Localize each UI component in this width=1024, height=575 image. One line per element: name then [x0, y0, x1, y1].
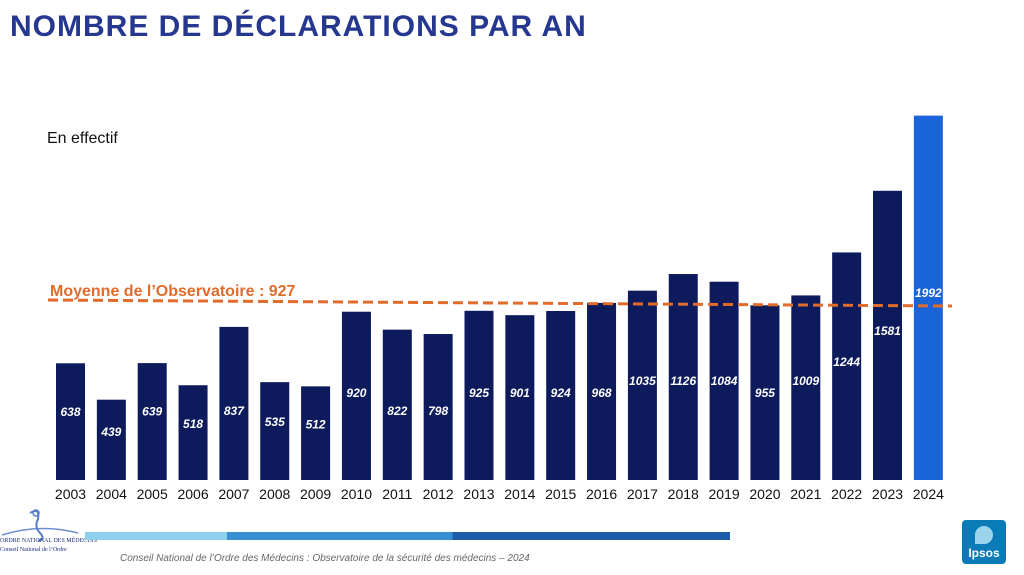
- bar-2012: [423, 334, 453, 480]
- bar-2014: [505, 315, 535, 480]
- bar-value-label: 920: [346, 386, 366, 400]
- bar-2004: [96, 399, 126, 480]
- bar-2021: [791, 295, 821, 480]
- bar-2005: [137, 363, 167, 480]
- bar-2024: [913, 115, 943, 481]
- bar-value-label: 638: [60, 405, 80, 419]
- footer-source: Conseil National de l’Ordre des Médecins…: [120, 553, 530, 564]
- x-tick-label: 2016: [586, 486, 617, 502]
- bars-group: [56, 115, 943, 481]
- x-tick-label: 2007: [218, 486, 249, 502]
- logo-line-2: Conseil National de l’Ordre: [0, 547, 67, 553]
- bar-2009: [301, 386, 331, 480]
- x-tick-label: 2012: [423, 486, 454, 502]
- x-tick-label: 2019: [709, 486, 740, 502]
- bar-value-label: 968: [592, 386, 612, 400]
- x-tick-label: 2015: [545, 486, 576, 502]
- x-tick-label: 2018: [668, 486, 699, 502]
- x-tick-label: 2004: [96, 486, 127, 502]
- bar-chart: 638 439 639 518 837 535 512 920 822 798 925 901 924 9…: [47, 115, 953, 502]
- x-tick-label: 2022: [831, 486, 862, 502]
- ipsos-logo: Ipsos: [962, 520, 1006, 564]
- average-label: Moyenne de l’Observatoire : 927: [50, 283, 296, 300]
- x-tick-label: 2003: [55, 486, 86, 502]
- bar-value-label: 837: [224, 404, 245, 418]
- footer-color-bar: [85, 532, 730, 540]
- x-tick-label: 2011: [382, 486, 412, 502]
- x-tick-label: 2021: [790, 486, 821, 502]
- bar-value-label: 1035: [629, 374, 656, 388]
- bar-2015: [546, 310, 576, 480]
- bar-2018: [668, 274, 698, 480]
- bar-value-label: 518: [183, 417, 203, 431]
- x-tick-label: 2024: [913, 486, 944, 502]
- bar-2023: [873, 190, 902, 481]
- ipsos-brand: Ipsos: [968, 546, 1000, 560]
- ordre-medecins-logo: [1, 509, 79, 542]
- x-tick-label: 2020: [749, 486, 780, 502]
- bar-value-label: 924: [551, 386, 571, 400]
- ipsos-bubble-icon: [975, 526, 993, 544]
- bar-2007: [219, 326, 249, 480]
- bar-value-label: 822: [387, 404, 407, 418]
- bar-value-label: 955: [755, 386, 775, 400]
- chart-title: NOMBRE DE DÉCLARATIONS PAR AN: [10, 10, 587, 43]
- x-tick-label: 2023: [872, 486, 903, 502]
- bar-2011: [382, 329, 412, 480]
- x-ticks-group: 2003 2004 2005 2006 2007 2008 2009 2010 2011 2012…: [55, 486, 944, 502]
- bar-2010: [341, 311, 371, 480]
- logo-line-1: ORDRE NATIONAL DES MÉDECINS: [0, 538, 97, 544]
- bar-2013: [464, 310, 494, 480]
- bar-value-label: 535: [265, 415, 285, 429]
- bar-value-label: 512: [306, 417, 326, 431]
- bar-value-label: 1126: [670, 374, 696, 388]
- x-tick-label: 2005: [137, 486, 168, 502]
- bar-2008: [260, 382, 290, 480]
- bar-value-label: 1992: [915, 286, 942, 300]
- bar-2006: [178, 385, 208, 480]
- x-tick-label: 2008: [259, 486, 290, 502]
- bar-value-label: 1009: [792, 374, 819, 388]
- bar-2003: [56, 363, 85, 480]
- chart-subtitle: En effectif: [47, 130, 118, 147]
- bar-value-label: 1581: [874, 324, 901, 338]
- bar-value-label: 639: [142, 405, 162, 419]
- bar-2022: [832, 252, 862, 480]
- x-tick-label: 2013: [463, 486, 494, 502]
- bar-value-label: 798: [428, 404, 448, 418]
- bar-value-label: 901: [510, 386, 530, 400]
- bar-value-label: 1084: [711, 374, 738, 388]
- bar-labels-group: 638 439 639 518 837 535 512 920 822 798 925 901 924 9…: [60, 286, 942, 439]
- average-line: [47, 298, 953, 308]
- x-tick-label: 2017: [627, 486, 658, 502]
- bar-2020: [750, 305, 780, 480]
- x-tick-label: 2006: [177, 486, 208, 502]
- bar-value-label: 439: [100, 425, 121, 439]
- bar-2019: [709, 281, 739, 480]
- x-tick-label: 2010: [341, 486, 372, 502]
- x-tick-label: 2009: [300, 486, 331, 502]
- bar-2016: [587, 302, 617, 480]
- bar-value-label: 1244: [833, 355, 860, 369]
- bar-2017: [627, 290, 657, 480]
- bar-value-label: 925: [469, 386, 489, 400]
- x-tick-label: 2014: [504, 486, 535, 502]
